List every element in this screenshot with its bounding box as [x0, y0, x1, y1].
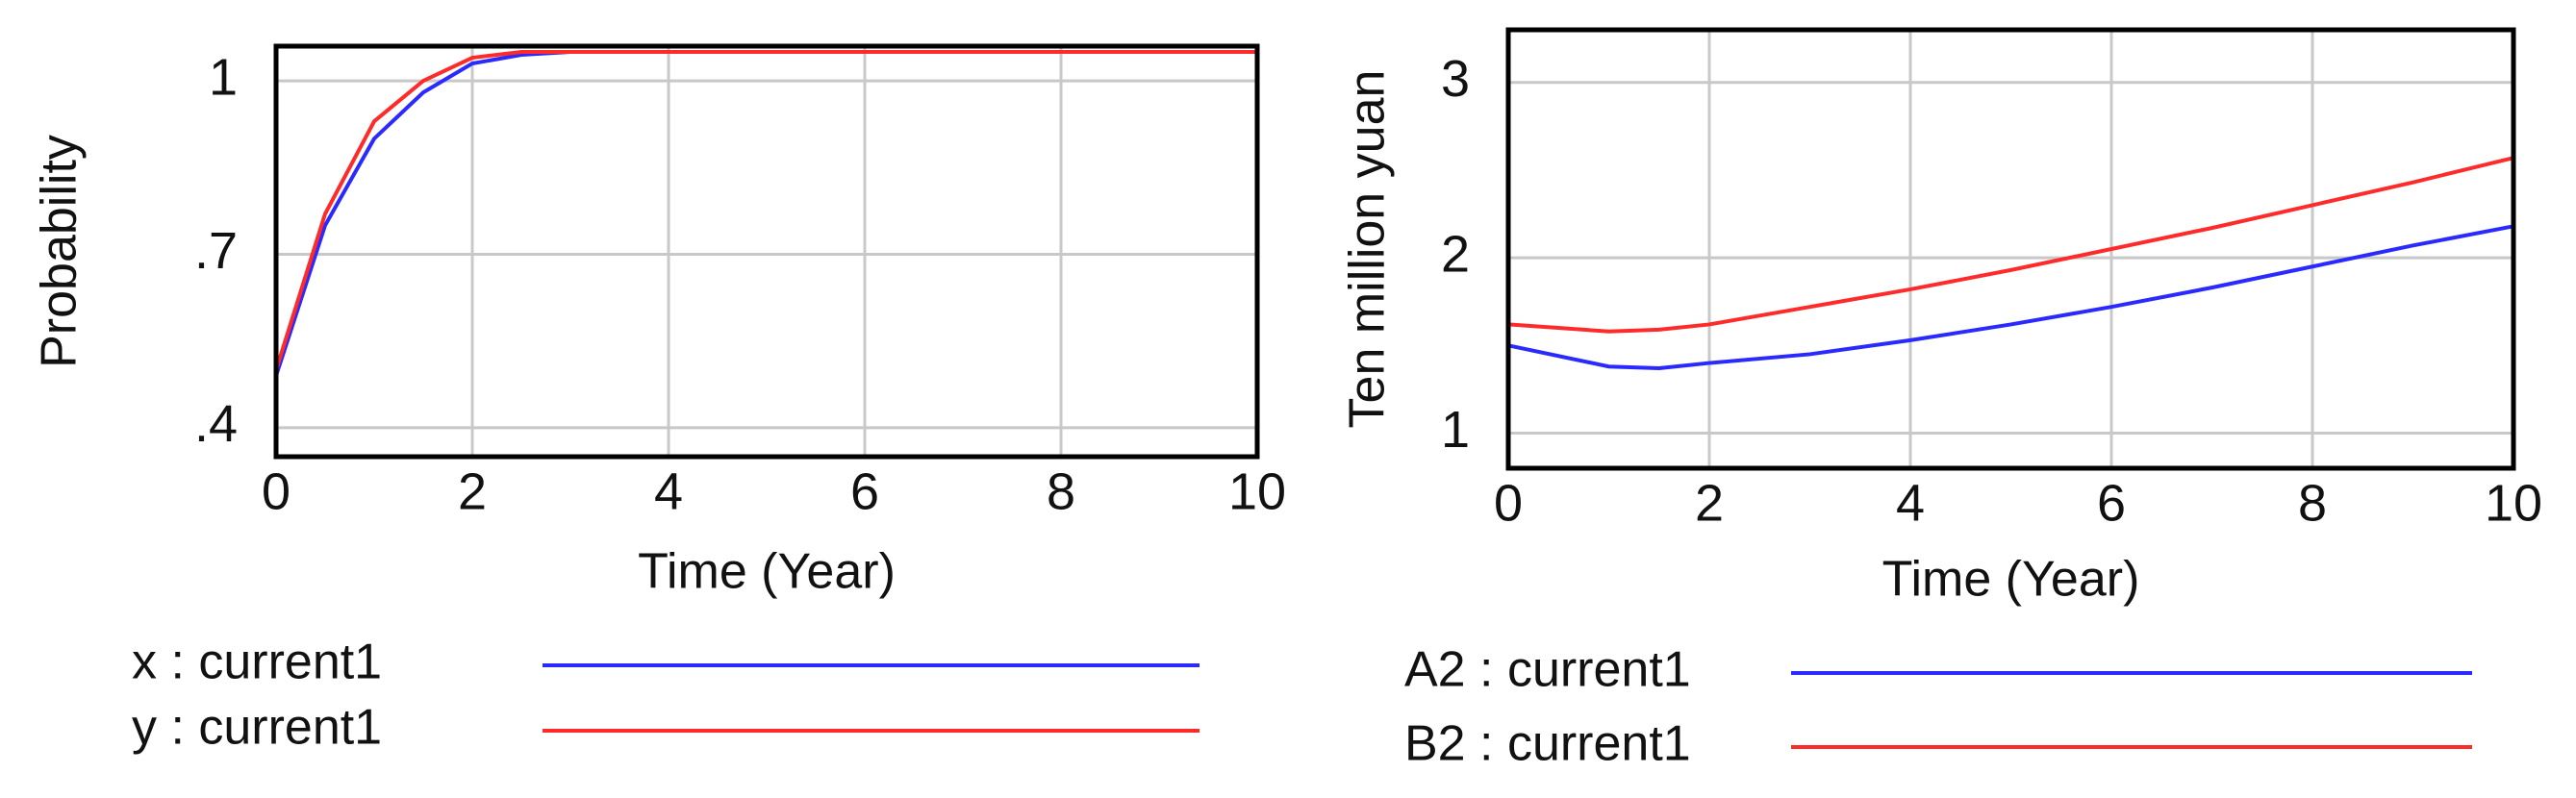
x-tick-label: 8 — [2298, 474, 2327, 532]
series-line — [274, 50, 1257, 371]
x-axis-label: Time (Year) — [1882, 552, 2140, 608]
y-tick-label: .7 — [194, 222, 238, 280]
x-tick-label: 10 — [1228, 462, 1286, 520]
legend-label: x : current1 — [132, 635, 382, 690]
x-tick-label: 6 — [850, 462, 879, 520]
x-tick-label: 6 — [2097, 474, 2126, 532]
y-axis-label: Probability — [32, 135, 88, 368]
x-tick-label: 2 — [458, 462, 487, 520]
plot-frame — [1505, 27, 2516, 471]
y-tick-label: 2 — [1441, 225, 1470, 283]
y-tick-label: 1 — [1441, 401, 1470, 459]
y-axis-label: Ten million yuan — [1340, 70, 1396, 429]
series-line — [1507, 224, 2514, 371]
series-line — [1507, 156, 2514, 334]
plot-frame — [273, 43, 1260, 460]
x-tick-label: 4 — [654, 462, 683, 520]
x-tick-label: 8 — [1047, 462, 1075, 520]
legend-label: A2 : current1 — [1404, 642, 1691, 698]
x-tick-label: 0 — [262, 462, 290, 520]
x-axis-label: Time (Year) — [638, 544, 896, 600]
x-tick-label: 10 — [2485, 474, 2542, 532]
legend-label: y : current1 — [132, 700, 382, 756]
x-tick-label: 4 — [1896, 474, 1925, 532]
series-line — [274, 50, 1257, 377]
y-tick-label: .4 — [194, 395, 238, 453]
legend-label: B2 : current1 — [1404, 716, 1691, 772]
x-tick-label: 0 — [1494, 474, 1523, 532]
y-tick-label: 3 — [1441, 50, 1470, 108]
x-tick-label: 2 — [1695, 474, 1724, 532]
y-tick-label: 1 — [209, 48, 238, 106]
